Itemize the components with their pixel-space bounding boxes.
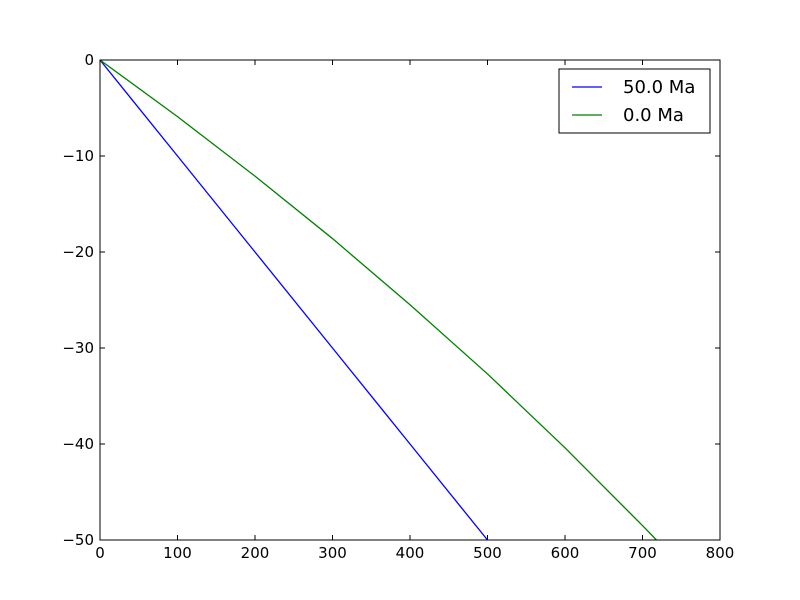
x-tick-label: 400 xyxy=(396,544,425,562)
x-tick-label: 300 xyxy=(318,544,347,562)
legend-box xyxy=(558,68,711,134)
legend: 50.0 Ma 0.0 Ma xyxy=(558,68,711,134)
y-tick-label: 0 xyxy=(84,51,94,69)
y-tick-label: −40 xyxy=(62,435,94,453)
y-tick-label: −50 xyxy=(62,531,94,549)
series-line-1 xyxy=(99,59,657,541)
x-tick-label: 100 xyxy=(163,544,192,562)
y-tick-label: −10 xyxy=(62,147,94,165)
x-tick-label: 800 xyxy=(706,544,735,562)
y-tick-label: −20 xyxy=(62,243,94,261)
x-tick-label: 700 xyxy=(628,544,657,562)
x-axis: 0 100 200 300 400 500 600 700 800 xyxy=(95,60,734,562)
y-axis: 0 −10 −20 −30 −40 −50 xyxy=(62,51,720,549)
x-tick-label: 500 xyxy=(473,544,502,562)
series-line-0 xyxy=(99,59,489,541)
x-tick-label: 0 xyxy=(95,544,105,562)
plot-area xyxy=(99,59,657,541)
x-tick-label: 600 xyxy=(551,544,580,562)
legend-label-0: 50.0 Ma xyxy=(623,77,695,98)
y-tick-label: −30 xyxy=(62,339,94,357)
x-tick-label: 200 xyxy=(241,544,270,562)
legend-label-1: 0.0 Ma xyxy=(623,105,684,126)
